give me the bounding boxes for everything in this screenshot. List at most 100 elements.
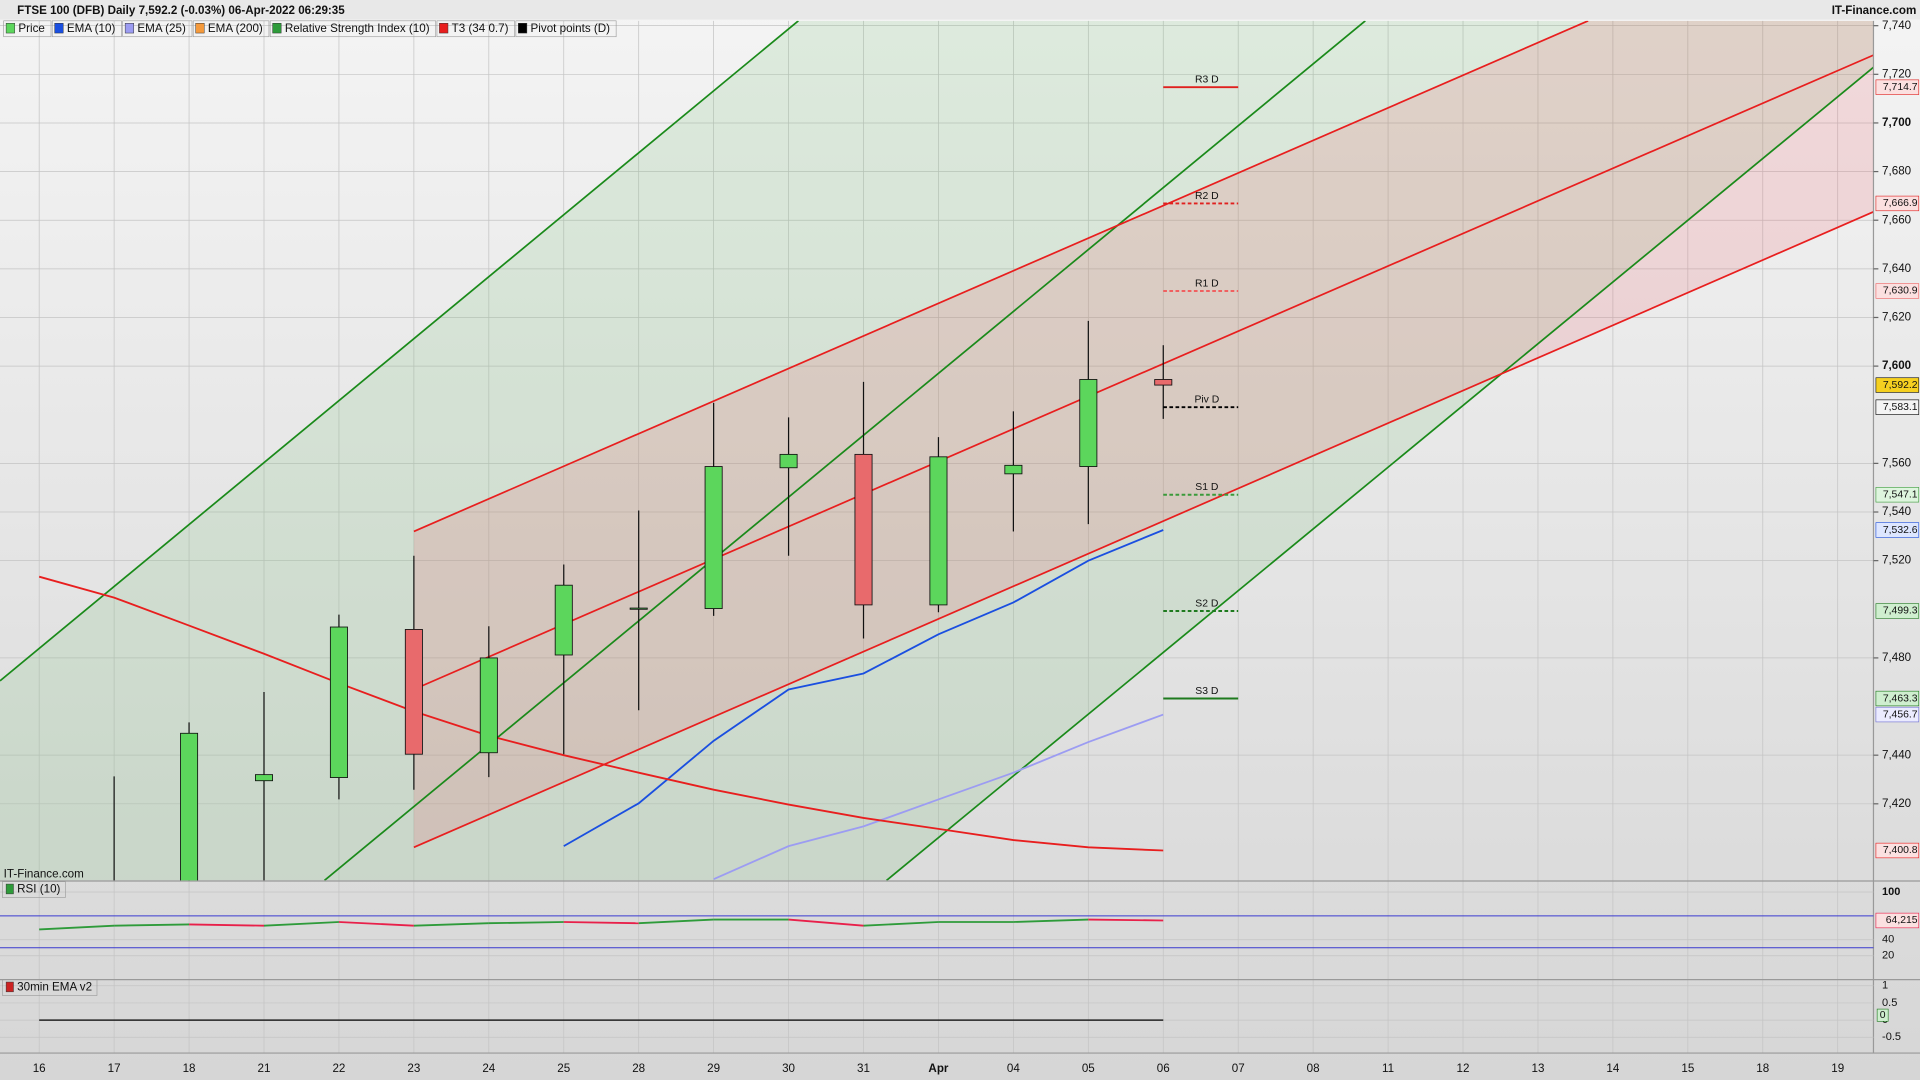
x-tick-label: 19	[1831, 1062, 1844, 1075]
rsi-line	[863, 921, 939, 927]
pivot-label: R1 D	[1195, 278, 1219, 289]
y-tick-label: 40	[1882, 934, 1894, 946]
red-trendline	[413, 20, 1589, 533]
y-tick-label: 7,480	[1882, 651, 1912, 664]
value-label-box	[1875, 522, 1920, 538]
y-tick-label: 7,600	[1882, 359, 1911, 372]
value-label-box	[1875, 842, 1920, 859]
legend-label: Relative Strength Index (10)	[285, 22, 430, 35]
legend-item[interactable]: Relative Strength Index (10)	[269, 20, 437, 38]
candle-body	[704, 466, 723, 609]
y-tick-label: 7,680	[1882, 165, 1912, 178]
value-label-box	[1875, 603, 1920, 619]
legend-swatch	[272, 23, 282, 34]
value-label: 7,463.3	[1883, 693, 1918, 704]
x-tick-label: 11	[1382, 1062, 1394, 1075]
value-label-box	[1875, 377, 1920, 393]
y-tick-label: 7,520	[1882, 554, 1912, 567]
y-tick-label: 1	[1882, 980, 1888, 992]
x-tick-label: 18	[1756, 1062, 1769, 1075]
candle-body	[180, 732, 199, 881]
panel-title-frame	[2, 881, 66, 898]
panel-title: RSI (10)	[2, 881, 66, 898]
value-label: 7,592.2	[1883, 380, 1918, 391]
rsi-line	[338, 921, 414, 927]
candle-body	[1079, 379, 1098, 467]
pivot-label: R2 D	[1195, 191, 1219, 202]
channels	[0, 20, 1874, 881]
x-tick-label: Apr	[928, 1062, 948, 1075]
legend-item[interactable]: EMA (10)	[51, 20, 122, 38]
value-label: 7,400.8	[1883, 845, 1918, 856]
x-tick-label: 07	[1232, 1062, 1245, 1075]
watermark: IT-Finance.com	[4, 867, 84, 880]
indicator-line	[563, 529, 1164, 847]
legend-label: EMA (10)	[67, 22, 116, 35]
pivot-label: S2 D	[1195, 598, 1218, 609]
y-tick-label: 7,740	[1882, 19, 1912, 32]
value-label: 7,714.7	[1883, 82, 1918, 93]
legend-item[interactable]: Pivot points (D)	[515, 20, 617, 38]
x-tick-label: 12	[1457, 1062, 1470, 1075]
y-tick-label: 7,720	[1882, 67, 1912, 80]
chart-title: FTSE 100 (DFB) Daily 7,592.2 (-0.03%) 06…	[17, 4, 345, 17]
value-label: 0	[1880, 1010, 1886, 1021]
value-label-box	[1875, 399, 1920, 415]
x-tick-label: 14	[1606, 1062, 1619, 1075]
y-tick-label: 7,620	[1882, 311, 1912, 324]
panel-title-swatch	[5, 981, 14, 993]
rsi-line	[1013, 918, 1089, 923]
y-tick-label: 7,640	[1882, 262, 1912, 275]
x-tick-label: 16	[33, 1062, 46, 1075]
legend-label: EMA (200)	[208, 22, 263, 35]
rsi-line	[1088, 918, 1164, 922]
x-tick-label: 13	[1531, 1062, 1544, 1075]
candle-body	[404, 629, 423, 755]
value-label-box	[1875, 690, 1920, 707]
legend-frame	[269, 20, 437, 38]
legend-frame	[515, 20, 617, 38]
indicator-line	[713, 713, 1164, 881]
pivot-label: S3 D	[1195, 686, 1218, 697]
panel-title-text: RSI (10)	[17, 883, 60, 896]
value-label-box	[1875, 912, 1920, 929]
pivot-label: S1 D	[1195, 482, 1218, 493]
candle-body	[329, 626, 348, 778]
candle-body	[1154, 379, 1173, 386]
rsi-line	[263, 921, 339, 927]
value-label-box	[1876, 1008, 1889, 1022]
legend-item[interactable]: T3 (34 0.7)	[436, 20, 515, 38]
x-tick-label: 25	[557, 1062, 570, 1075]
x-tick-label: 15	[1681, 1062, 1694, 1075]
x-tick-label: 31	[857, 1062, 870, 1075]
legend-swatch	[518, 23, 528, 34]
legend-item[interactable]: EMA (25)	[122, 20, 193, 38]
x-tick-label: 06	[1157, 1062, 1170, 1075]
y-tick-label: 7,420	[1882, 797, 1912, 810]
x-tick-label: 21	[258, 1062, 271, 1075]
rsi-line	[114, 923, 190, 927]
value-label-box	[1875, 79, 1920, 95]
panel-title: 30min EMA v2	[2, 979, 98, 996]
legend-item[interactable]: EMA (200)	[192, 20, 270, 38]
legend-swatch	[5, 23, 15, 34]
rsi-line	[638, 918, 714, 925]
candle-body	[554, 584, 573, 656]
green-trendline	[0, 20, 799, 682]
value-label-box	[1875, 487, 1920, 503]
legend-swatch	[439, 23, 449, 34]
green-trendline	[885, 66, 1874, 881]
panel-title-swatch	[5, 883, 14, 895]
y-tick-label: 7,560	[1882, 456, 1912, 469]
legend-item[interactable]: Price	[3, 20, 52, 38]
green-trendline	[323, 20, 1366, 881]
value-label: 7,456.7	[1883, 709, 1918, 720]
x-tick-label: 04	[1007, 1062, 1020, 1075]
value-label: 7,583.1	[1883, 402, 1918, 413]
legend-label: Pivot points (D)	[531, 22, 611, 35]
red-channel-fill	[413, 20, 1874, 848]
legend-swatch	[54, 23, 64, 34]
value-label: 7,547.1	[1883, 489, 1918, 500]
legend-swatch	[195, 23, 205, 34]
